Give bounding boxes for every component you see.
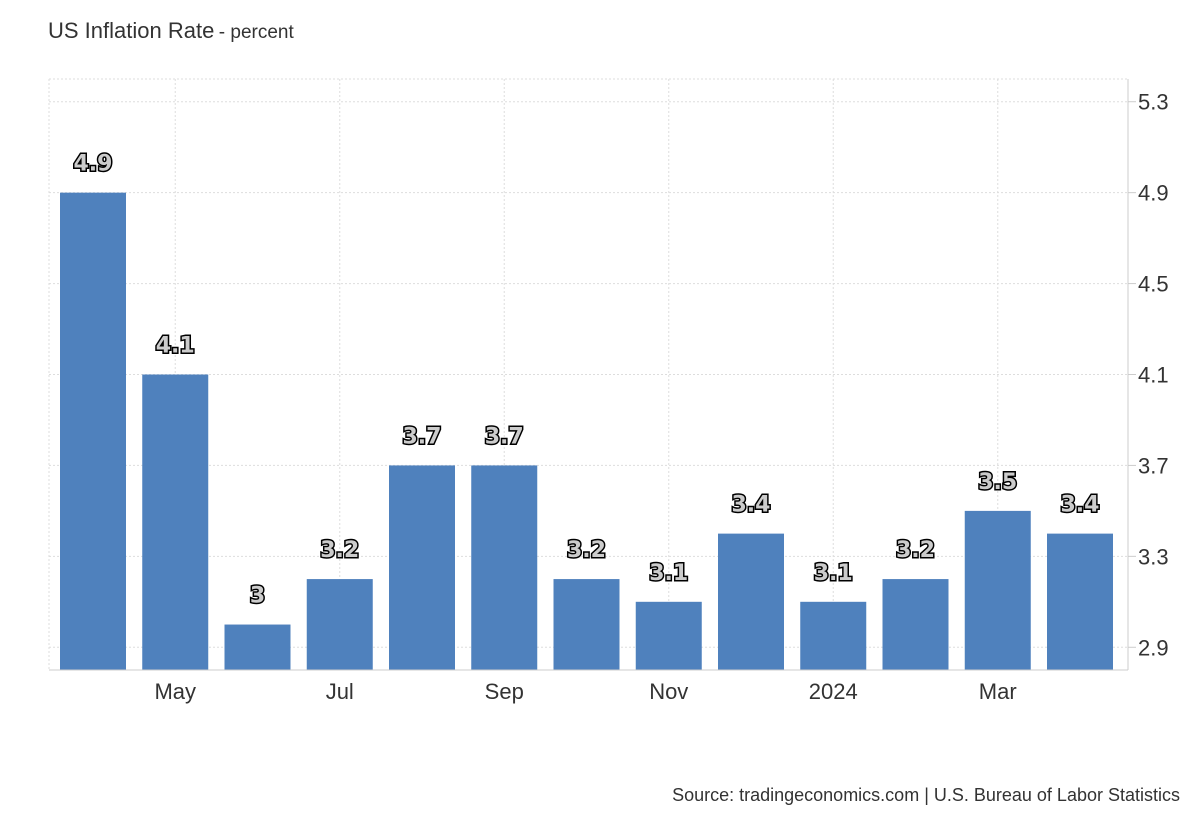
- bar-value-label: 3.4: [732, 493, 771, 518]
- x-tick-label: May: [154, 679, 196, 704]
- bar-value-label: 3.1: [814, 561, 853, 586]
- bar-value-label: 3.2: [320, 538, 359, 563]
- bar: [60, 192, 126, 670]
- bar: [718, 533, 784, 670]
- bar-value-label: 3.1: [649, 561, 688, 586]
- bar-value-label: 3.5: [978, 470, 1017, 495]
- bar: [635, 601, 702, 670]
- x-tick-label: Jul: [326, 679, 354, 704]
- bar: [800, 601, 867, 670]
- chart-subtitle: - percent: [218, 22, 294, 43]
- y-tick-label: 3.7: [1138, 453, 1169, 478]
- bar: [142, 374, 209, 670]
- bar: [553, 579, 620, 670]
- y-tick-label: 5.3: [1138, 90, 1169, 115]
- bar-value-label: 3: [250, 584, 265, 609]
- bar-value-label: 3.7: [403, 424, 442, 449]
- bar: [882, 579, 949, 670]
- bar-value-label: 3.4: [1061, 493, 1100, 518]
- y-tick-label: 2.9: [1138, 635, 1169, 660]
- y-tick-label: 4.1: [1138, 363, 1169, 388]
- y-tick-label: 3.3: [1138, 544, 1169, 569]
- bar: [1047, 533, 1113, 670]
- x-tick-label: Nov: [649, 679, 688, 704]
- x-tick-label: Mar: [979, 679, 1017, 704]
- bar: [224, 624, 291, 670]
- source-note: Source: tradingeconomics.com | U.S. Bure…: [672, 785, 1180, 805]
- chart-title: US Inflation Rate: [48, 18, 215, 43]
- bar: [471, 465, 538, 670]
- y-tick-label: 4.9: [1138, 181, 1169, 206]
- bar-value-label: 4.1: [156, 334, 195, 359]
- bar-value-label: 3.2: [896, 538, 935, 563]
- bar-value-label: 3.7: [485, 424, 524, 449]
- x-tick-label: 2024: [809, 679, 858, 704]
- x-tick-label: Sep: [485, 679, 524, 704]
- bar-value-label: 4.9: [74, 152, 113, 177]
- bar: [306, 579, 373, 670]
- y-tick-label: 4.5: [1138, 272, 1169, 297]
- bar: [389, 465, 455, 670]
- bar: [964, 510, 1031, 670]
- chart-title-block: US Inflation Rate - percent: [48, 18, 294, 44]
- bar-value-label: 3.2: [567, 538, 606, 563]
